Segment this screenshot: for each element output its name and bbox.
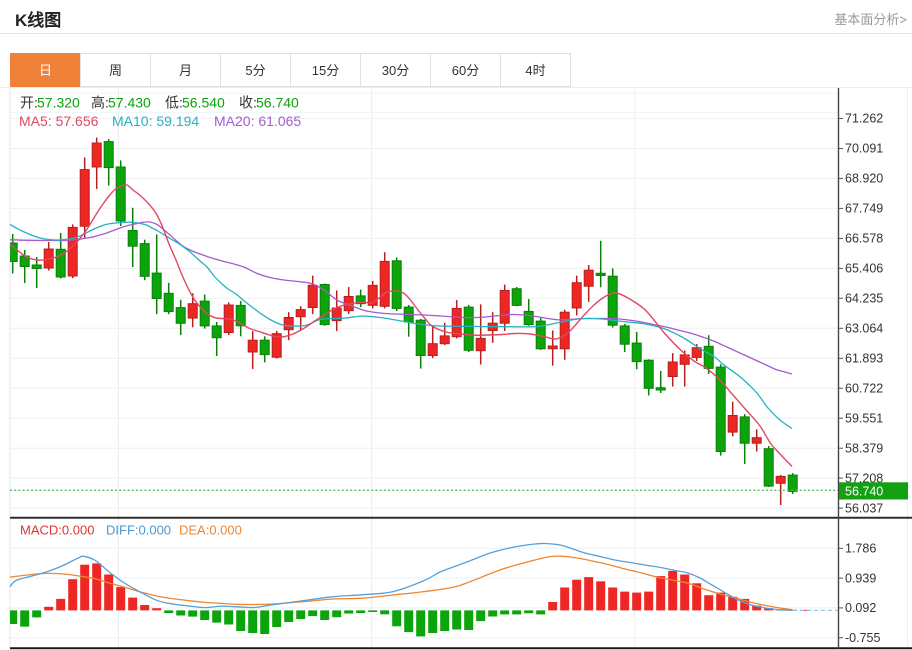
svg-text:DEA:0.000: DEA:0.000 <box>179 523 242 538</box>
svg-text:低:: 低: <box>165 95 183 111</box>
svg-text:57.320: 57.320 <box>37 95 80 111</box>
svg-text:60.722: 60.722 <box>845 381 883 395</box>
svg-text:1.786: 1.786 <box>845 542 876 556</box>
svg-text:-0.755: -0.755 <box>845 631 880 645</box>
svg-text:65.406: 65.406 <box>845 262 883 276</box>
svg-text:高:: 高: <box>91 95 109 111</box>
svg-text:66.578: 66.578 <box>845 232 883 246</box>
svg-text:71.262: 71.262 <box>845 112 883 126</box>
svg-text:MACD:0.000: MACD:0.000 <box>20 523 94 538</box>
svg-text:MA5: 57.656: MA5: 57.656 <box>19 113 99 129</box>
svg-text:57.430: 57.430 <box>108 95 151 111</box>
svg-text:0.939: 0.939 <box>845 571 876 585</box>
svg-text:61.893: 61.893 <box>845 352 883 366</box>
svg-text:58.379: 58.379 <box>845 441 883 455</box>
svg-text:MA10: 59.194: MA10: 59.194 <box>112 113 199 129</box>
svg-text:59.551: 59.551 <box>845 411 883 425</box>
svg-text:57.208: 57.208 <box>845 471 883 485</box>
svg-text:56.740: 56.740 <box>845 485 883 499</box>
svg-text:68.920: 68.920 <box>845 172 883 186</box>
svg-text:67.749: 67.749 <box>845 202 883 216</box>
svg-text:收:: 收: <box>239 95 257 111</box>
svg-text:MA20: 61.065: MA20: 61.065 <box>214 113 301 129</box>
svg-text:70.091: 70.091 <box>845 142 883 156</box>
svg-text:64.235: 64.235 <box>845 292 883 306</box>
svg-text:56.540: 56.540 <box>182 95 225 111</box>
svg-text:63.064: 63.064 <box>845 322 883 336</box>
svg-text:56.037: 56.037 <box>845 501 883 515</box>
svg-text:开:: 开: <box>20 95 38 111</box>
svg-text:DIFF:0.000: DIFF:0.000 <box>106 523 171 538</box>
svg-text:56.740: 56.740 <box>256 95 299 111</box>
svg-text:0.092: 0.092 <box>845 601 876 615</box>
